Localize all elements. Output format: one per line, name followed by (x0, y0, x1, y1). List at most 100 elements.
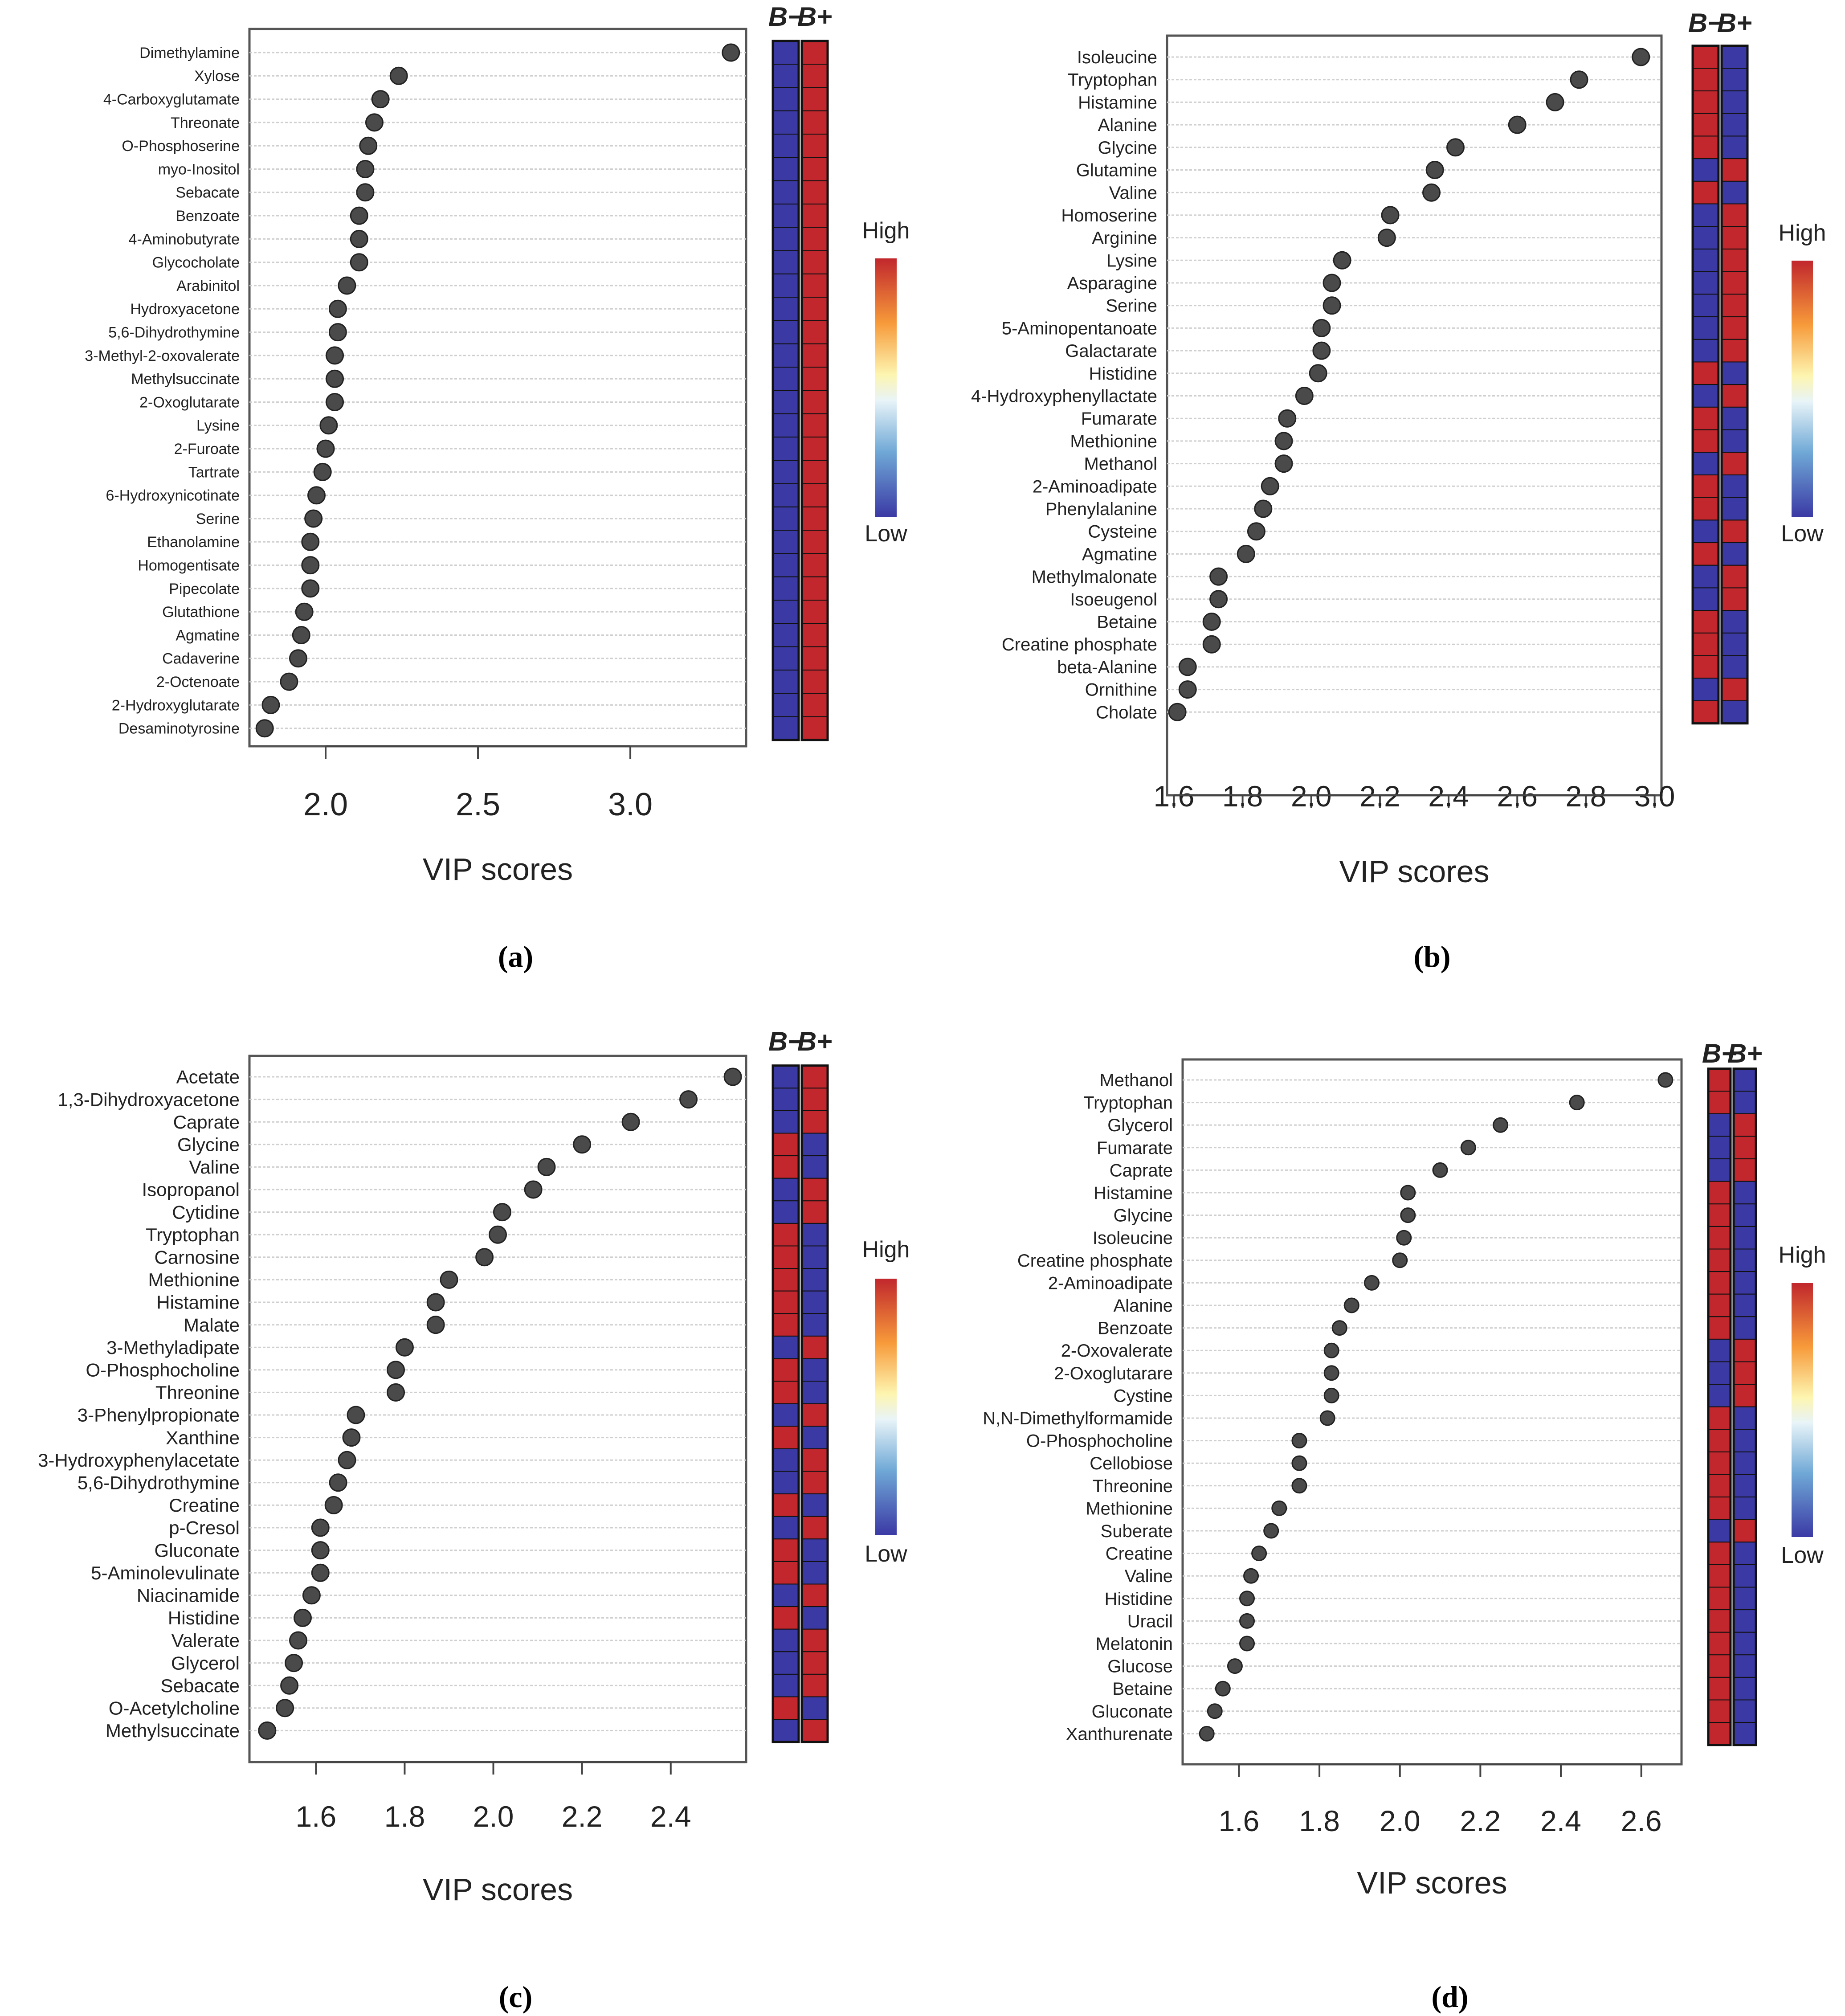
vip-point (1460, 1140, 1476, 1156)
heat-cell-b-plus (801, 390, 828, 414)
metabolite-label: Cystine (1114, 1386, 1173, 1406)
heat-cell-b-plus (801, 1133, 828, 1157)
heat-cell-b-plus (801, 273, 828, 298)
group-label-b-plus: B+ (797, 2, 832, 32)
metabolite-label: Creatine (169, 1495, 240, 1516)
heat-cell-b-plus (801, 1335, 828, 1359)
metabolite-label: 4-Hydroxyphenyllactate (971, 387, 1157, 406)
heat-cell-b-minus (772, 669, 799, 694)
heat-cell-b-minus (772, 436, 799, 461)
panel-c: Acetate1,3-DihydroxyacetoneCaprateGlycin… (38, 1026, 910, 2014)
heat-cell-b-minus (772, 1493, 799, 1517)
heat-cell-b-minus (772, 1448, 799, 1472)
vip-point (302, 1586, 321, 1605)
metabolite-label: Isoleucine (1077, 48, 1157, 67)
x-tick-label: 1.6 (295, 1800, 336, 1833)
vip-point (1291, 1478, 1307, 1494)
metabolite-label: Homogentisate (138, 557, 240, 574)
heat-cell-b-plus (801, 1583, 828, 1607)
heat-cell-b-minus (1692, 294, 1719, 318)
metabolite-label: Desaminotyrosine (118, 720, 240, 737)
vip-point (316, 439, 335, 458)
heat-cell-b-plus (801, 87, 828, 111)
heat-cell-b-minus (1692, 655, 1719, 679)
heat-cell-b-plus (1721, 452, 1748, 475)
metabolite-label: 2-Aminoadipate (1033, 477, 1157, 496)
vip-point (356, 160, 375, 178)
heat-cell-b-minus (772, 180, 799, 204)
metabolite-label: Methylmalonate (1032, 567, 1157, 587)
group-label-b-minus: B− (1688, 8, 1723, 38)
metabolite-label: 2-Oxoglutarate (139, 394, 240, 411)
heat-cell-b-plus (801, 1200, 828, 1224)
heat-cell-b-plus (1721, 700, 1748, 724)
metabolite-label: Histidine (168, 1607, 240, 1628)
vip-point (1202, 613, 1221, 631)
heat-cell-b-minus (772, 1155, 799, 1179)
vip-point (573, 1135, 592, 1154)
metabolite-label: Tryptophan (1083, 1093, 1173, 1113)
vip-point (304, 509, 323, 528)
vip-point (1199, 1726, 1215, 1742)
vip-point (1254, 499, 1273, 518)
metabolite-label: O-Phosphoserine (122, 138, 240, 155)
metabolite-label: 5,6-Dihydrothymine (78, 1472, 240, 1493)
x-tick-label: 2.2 (1460, 1804, 1501, 1837)
vip-point (1364, 1275, 1380, 1291)
metabolite-label: Fumarate (1081, 409, 1157, 429)
heat-column-b-plus (1720, 45, 1749, 725)
heat-cell-b-minus (772, 1561, 799, 1585)
metabolite-label: 3-Methyladipate (106, 1337, 240, 1358)
x-tick-label: 2.6 (1621, 1804, 1662, 1837)
heat-cell-b-minus (772, 134, 799, 158)
heat-cell-b-minus (772, 250, 799, 274)
heat-cell-b-plus (801, 483, 828, 507)
vip-point (1271, 1500, 1287, 1516)
heat-cell-b-plus (1721, 474, 1748, 498)
heat-cell-b-minus (1692, 564, 1719, 589)
metabolite-label: Cholate (1096, 703, 1157, 722)
x-axis-label: VIP scores (423, 852, 573, 887)
group-label-b-plus: B+ (1717, 8, 1752, 38)
heat-cell-b-minus (1692, 68, 1719, 92)
heat-cell-b-plus (1721, 497, 1748, 521)
metabolite-label: Methionine (148, 1269, 240, 1290)
x-tick-label: 2.2 (562, 1800, 603, 1833)
heat-cell-b-minus (1692, 519, 1719, 544)
heat-cell-b-minus (772, 1471, 799, 1495)
heat-cell-b-plus (1721, 248, 1748, 272)
heat-cell-b-plus (1733, 1136, 1756, 1160)
heat-column-b-minus (771, 1064, 800, 1743)
metabolite-label: 2-Aminoadipate (1048, 1273, 1173, 1293)
heat-cell-b-plus (1733, 1316, 1756, 1340)
metabolite-label: Glucose (1107, 1657, 1173, 1677)
heat-cell-b-minus (772, 157, 799, 181)
vip-point (293, 1608, 312, 1627)
metabolite-label: 2-Oxoglutarare (1054, 1364, 1173, 1383)
heat-column-b-plus (800, 1064, 829, 1743)
vip-point (301, 556, 320, 575)
heat-cell-b-minus (772, 1381, 799, 1404)
x-tick-label: 2.4 (650, 1800, 691, 1833)
heat-cell-b-plus (1721, 180, 1748, 204)
heat-cell-b-plus (1721, 203, 1748, 227)
metabolite-label: 2-Furoate (174, 441, 240, 458)
metabolite-label: Cadaverine (162, 650, 240, 667)
metabolite-label: Valine (189, 1157, 240, 1178)
metabolite-label: Threonate (171, 114, 240, 131)
heat-cell-b-plus (801, 1448, 828, 1472)
heat-cell-b-plus (801, 64, 828, 88)
vip-point (1446, 138, 1465, 157)
heat-cell-b-plus (801, 343, 828, 368)
heat-cell-b-minus (1692, 361, 1719, 385)
metabolite-label: Threonine (1093, 1476, 1173, 1496)
heat-cell-b-plus (1733, 1384, 1756, 1407)
plot-frame (1181, 1058, 1683, 1766)
heat-cell-b-minus (772, 646, 799, 671)
metabolite-label: Melatonin (1096, 1634, 1173, 1654)
heat-cell-b-minus (1692, 678, 1719, 701)
heat-cell-b-plus (1721, 158, 1748, 182)
heat-cell-b-plus (801, 1719, 828, 1742)
vip-point (359, 136, 378, 155)
vip-point (1274, 432, 1293, 450)
